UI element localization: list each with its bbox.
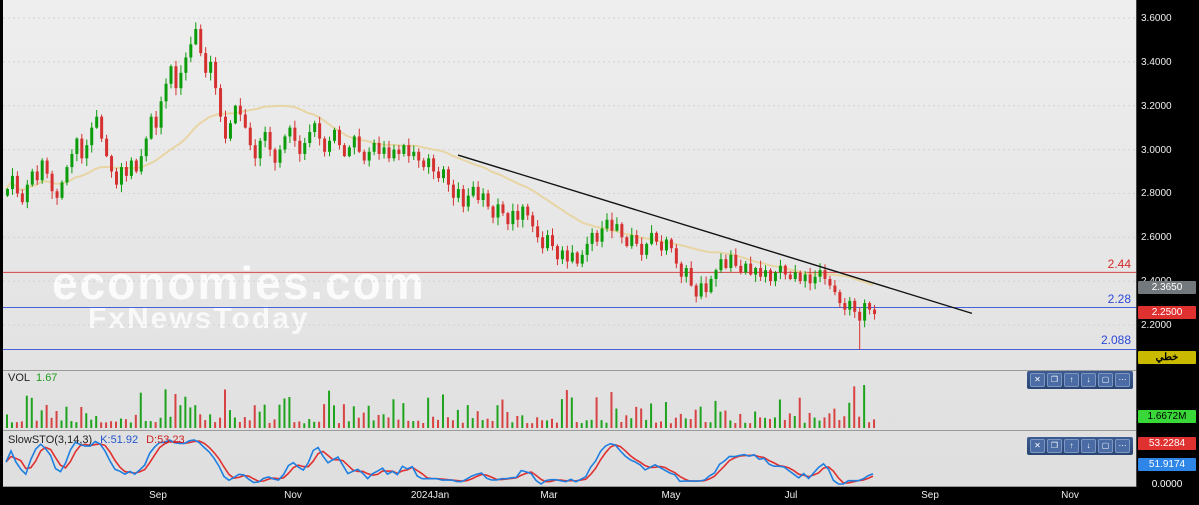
maximize-icon[interactable]: ▢ (1098, 373, 1113, 387)
scale-type-badge[interactable]: خطي (1138, 351, 1196, 364)
price-axis[interactable]: 3.60003.40003.20003.00002.80002.60002.40… (1136, 0, 1199, 505)
time-axis-label: Sep (921, 490, 939, 501)
time-axis[interactable]: Sep Nov 2024Jan Mar May Jul Sep Nov (0, 487, 1199, 505)
stochastic-k-value: K:51.92 (100, 434, 139, 446)
restore-icon[interactable]: ❐ (1047, 439, 1062, 453)
move-up-icon[interactable]: ↑ (1064, 439, 1079, 453)
volume-value-badge: 1.6672M (1138, 410, 1196, 423)
more-options-icon[interactable]: ⋯ (1115, 373, 1130, 387)
stochastic-panel-header: SlowSTO(3,14,3) K:51.92 D:53.23 (8, 434, 185, 446)
support-level-label: 2.28 (1107, 292, 1131, 306)
price-axis-label: 3.6000 (1141, 13, 1172, 24)
stochastic-indicator-label: SlowSTO(3,14,3) (8, 434, 93, 446)
move-down-icon[interactable]: ↓ (1081, 439, 1096, 453)
price-axis-label: 3.0000 (1141, 144, 1172, 156)
maximize-icon[interactable]: ▢ (1098, 439, 1113, 453)
move-down-icon[interactable]: ↓ (1081, 373, 1096, 387)
stochastic-d-value: D:53.23 (146, 434, 185, 446)
time-axis-label: May (661, 490, 681, 501)
time-axis-label: 2024Jan (410, 490, 450, 501)
marked-price-badge: 2.3650 (1138, 281, 1196, 294)
time-axis-label: Mar (540, 490, 558, 501)
volume-indicator-value: 1.67 (36, 372, 58, 384)
left-border (0, 0, 3, 505)
stochastic-d-badge: 53.2284 (1138, 437, 1196, 450)
price-axis-label: 2.8000 (1141, 188, 1172, 200)
price-axis-label: 3.4000 (1141, 56, 1172, 68)
stochastic-k-badge: 51.9174 (1138, 458, 1196, 471)
time-axis-label: Nov (284, 490, 302, 501)
stochastic-panel-toolbar: ✕ ❐ ↑ ↓ ▢ ⋯ (1027, 437, 1133, 455)
price-axis-label: 2.6000 (1141, 232, 1172, 244)
volume-panel-header: VOL 1.67 (8, 372, 57, 384)
close-icon[interactable]: ✕ (1030, 373, 1045, 387)
last-price-badge: 2.2500 (1138, 306, 1196, 319)
move-up-icon[interactable]: ↑ (1064, 373, 1079, 387)
time-axis-label: Sep (149, 490, 167, 501)
volume-panel-toolbar: ✕ ❐ ↑ ↓ ▢ ⋯ (1027, 371, 1133, 389)
time-axis-label: Jul (784, 490, 798, 501)
volume-indicator-label: VOL (8, 372, 31, 384)
price-axis-label: 3.2000 (1141, 100, 1172, 112)
support2-level-label: 2.088 (1100, 333, 1131, 347)
time-axis-label: Nov (1061, 490, 1079, 501)
price-axis-label: 2.2000 (1141, 320, 1172, 331)
resistance-level-label: 2.44 (1107, 257, 1131, 271)
restore-icon[interactable]: ❐ (1047, 373, 1062, 387)
watermark-subbrand: FxNewsToday (88, 302, 310, 335)
close-icon[interactable]: ✕ (1030, 439, 1045, 453)
more-options-icon[interactable]: ⋯ (1115, 439, 1130, 453)
